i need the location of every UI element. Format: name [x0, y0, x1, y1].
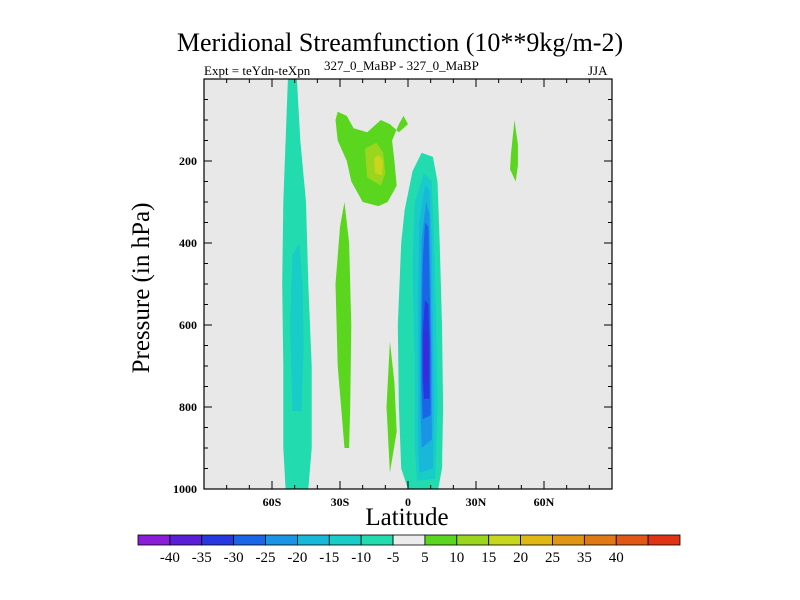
x-tick-label: 60S [263, 495, 282, 509]
colorbar-box [297, 534, 330, 546]
x-axis-label: Latitude [365, 504, 449, 531]
colorbar-box [169, 534, 203, 546]
contour-regions [282, 79, 518, 489]
colorbar-box [552, 534, 585, 546]
colorbar-box [520, 534, 553, 546]
colorbar-label: 5 [421, 550, 429, 566]
colorbar: -40 -35 -30 -25 -20 -15 -10 -5 5 10 15 20 25 35 40 [137, 534, 681, 566]
colorbar-box [488, 534, 521, 546]
contour-south-midlat-positive [335, 202, 352, 448]
colorbar-box [392, 534, 426, 546]
x-tick-label: 30S [331, 495, 350, 509]
x-tick-label: 0 [405, 495, 411, 509]
colorbar-label: -35 [192, 550, 212, 566]
y-tick-label: 1000 [173, 482, 197, 496]
x-tick-label: 30N [466, 495, 487, 509]
colorbar-label: -20 [287, 550, 307, 566]
contour-northern-positive-sliver [510, 120, 518, 182]
x-axis-ticks: 60S 30S 0 30N 60N [203, 79, 613, 509]
colorbar-box [583, 534, 617, 546]
colorbar-label: -15 [319, 550, 339, 566]
chart-title: Meridional Streamfunction (10**9kg/m-2) [176, 28, 624, 57]
x-tick-label: 60N [534, 495, 555, 509]
colorbar-box [615, 534, 649, 546]
colorbar-label: 15 [481, 550, 496, 566]
colorbar-label: 10 [449, 550, 464, 566]
colorbar-box [456, 534, 490, 546]
contour-southern-cell-inner [290, 243, 304, 412]
y-tick-label: 200 [179, 154, 197, 168]
colorbar-label: -30 [224, 550, 244, 566]
colorbar-label: 35 [577, 550, 592, 566]
period-label: 327_0_MaBP - 327_0_MaBP [324, 58, 479, 73]
colorbar-box [137, 534, 171, 546]
colorbar-box [201, 534, 235, 546]
contour-upper-positive-core [374, 154, 384, 176]
y-axis-ticks: 200 400 600 800 1000 [173, 78, 612, 496]
colorbar-box [265, 534, 298, 546]
colorbar-box [424, 534, 458, 546]
contour-tropical-positive-sliver [386, 341, 397, 473]
y-tick-label: 800 [179, 400, 197, 414]
y-tick-label: 600 [179, 318, 197, 332]
colorbar-label: -25 [256, 550, 276, 566]
colorbar-label: 25 [545, 550, 560, 566]
colorbar-label: -40 [160, 550, 180, 566]
experiment-label: Expt = teYdn-teXpn [204, 63, 311, 78]
colorbar-box [233, 534, 266, 546]
contour-tropical-cell-core [423, 329, 429, 383]
colorbar-box [647, 534, 681, 546]
y-tick-label: 400 [179, 236, 197, 250]
colorbar-label: -10 [351, 550, 371, 566]
colorbar-box [360, 534, 394, 546]
colorbar-label: 20 [513, 550, 528, 566]
colorbar-label: -5 [387, 550, 400, 566]
season-label: JJA [588, 63, 608, 78]
colorbar-label: 40 [609, 550, 624, 566]
colorbar-box [328, 534, 362, 546]
